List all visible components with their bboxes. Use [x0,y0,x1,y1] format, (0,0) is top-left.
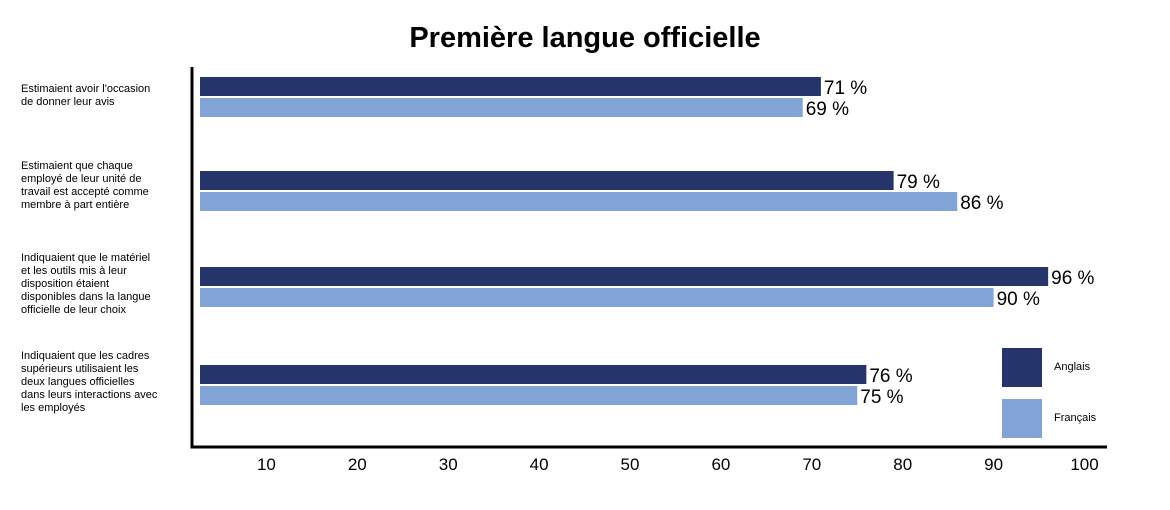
bar-francais-1 [200,98,803,117]
category-label-line: travail est accepté comme [21,186,149,198]
tick-labels-group: 10 20 30 40 50 60 70 80 90 100 [257,455,1099,474]
category-label-line: deux langues officielles [21,376,135,388]
category-label-2: Estimaient que chaque employé de leur uni… [21,160,179,212]
x-tick-label: 70 [802,455,821,474]
value-label: 96 % [1051,268,1094,289]
value-label: 79 % [897,172,940,193]
bar-anglais-1 [200,77,821,96]
legend-label-francais: Français [1054,412,1097,424]
bars-group: 71 % 79 % 96 % 76 % 69 % 86 % 90 % 75 % [200,77,1095,408]
category-label-line: Estimaient que chaque [21,160,133,172]
category-label-4: Indiquaient que les cadres supérieurs uti… [21,350,179,415]
bar-anglais-4 [200,365,867,384]
bar-anglais-3 [200,267,1049,286]
x-tick-label: 60 [711,455,730,474]
legend-swatch-anglais [1002,348,1042,387]
category-label-1: Estimaient avoir l'occasion de donner leu… [21,83,179,109]
category-label-line: Indiquaient que les cadres [21,350,150,362]
bar-anglais-2 [200,171,894,190]
category-label-line: disposition étaient [21,278,110,290]
bar-francais-4 [200,386,858,405]
category-label-line: de donner leur avis [21,96,115,108]
category-label-line: officielle de leur choix [21,304,126,316]
value-label: 69 % [806,99,849,120]
x-tick-label: 50 [621,455,640,474]
x-tick-label: 20 [348,455,367,474]
value-label: 86 % [960,193,1003,214]
x-tick-label: 90 [984,455,1003,474]
category-label-line: et les outils mis à leur [21,265,127,277]
category-label-line: dans leurs interactions avec [21,389,158,401]
category-label-line: employé de leur unité de [21,173,142,185]
legend-swatch-francais [1002,399,1042,438]
x-tick-label: 40 [530,455,549,474]
legend [1002,348,1042,438]
value-label: 90 % [997,289,1040,310]
value-label: 71 % [824,78,867,99]
category-label-line: Indiquaient que le matériel [21,252,151,264]
bar-francais-3 [200,288,994,307]
x-tick-label: 80 [893,455,912,474]
x-tick-label: 100 [1070,455,1098,474]
category-label-line: les employés [21,402,86,414]
axes-group [190,67,1107,449]
x-tick-label: 10 [257,455,276,474]
category-label-line: supérieurs utilisaient les [21,363,139,375]
category-label-line: disponibles dans la langue [21,291,151,303]
value-label: 75 % [860,387,903,408]
category-label-line: Estimaient avoir l'occasion [21,83,151,95]
x-tick-label: 30 [439,455,458,474]
category-label-3: Indiquaient que le matériel et les outils… [21,252,179,317]
category-label-line: membre à part entière [21,199,130,211]
bar-francais-2 [200,192,958,211]
chart-title: Première langue officielle [409,22,761,54]
legend-label-anglais: Anglais [1054,361,1091,373]
value-label: 76 % [869,366,912,387]
